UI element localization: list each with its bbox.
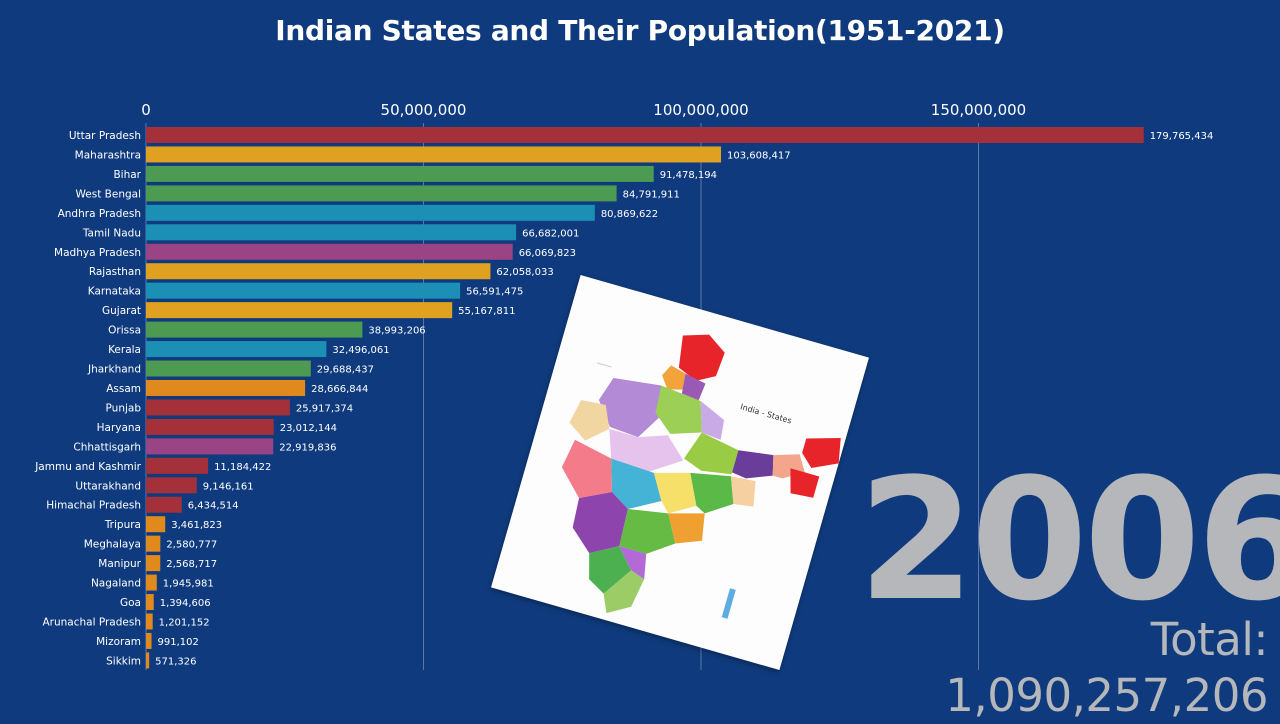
value-label: 1,945,981 xyxy=(163,579,214,590)
bar xyxy=(146,360,311,377)
bar xyxy=(146,263,491,280)
value-label: 66,069,823 xyxy=(519,248,576,259)
x-tick-label: 150,000,000 xyxy=(931,101,1026,119)
value-label: 571,326 xyxy=(155,656,196,667)
category-label: West Bengal xyxy=(76,188,142,200)
bar xyxy=(146,321,363,338)
value-label: 80,869,622 xyxy=(601,209,658,220)
value-label: 23,012,144 xyxy=(280,423,337,434)
value-label: 29,688,437 xyxy=(317,365,374,376)
value-label: 9,146,161 xyxy=(203,481,254,492)
bar xyxy=(146,341,327,358)
category-label: Assam xyxy=(106,383,141,395)
category-label: Haryana xyxy=(97,422,141,434)
total-label: Total: 1,090,257,206 xyxy=(945,613,1268,722)
bar xyxy=(146,594,154,611)
bar xyxy=(146,185,617,202)
value-labels: 179,765,434 103,608,417 91,478,194 84,791,9… xyxy=(155,131,1213,667)
category-label: Uttarakhand xyxy=(75,480,141,492)
category-label: Tripura xyxy=(104,519,141,531)
category-label: Meghalaya xyxy=(84,539,141,551)
bar xyxy=(146,555,161,572)
bar xyxy=(146,613,153,630)
category-label: Maharashtra xyxy=(75,149,141,161)
value-label: 991,102 xyxy=(158,637,199,648)
category-label: Uttar Pradesh xyxy=(69,130,141,142)
bar xyxy=(146,418,274,435)
value-label: 32,496,061 xyxy=(332,345,389,356)
bar xyxy=(146,302,453,319)
value-label: 2,580,777 xyxy=(166,540,217,551)
category-label: Tamil Nadu xyxy=(82,227,141,239)
category-label: Kerala xyxy=(108,344,141,356)
x-tick-label: 100,000,000 xyxy=(653,101,748,119)
category-label: Mizoram xyxy=(96,636,141,648)
category-label: Jharkhand xyxy=(87,364,141,376)
category-label: Andhra Pradesh xyxy=(58,208,141,220)
value-label: 11,184,422 xyxy=(214,462,271,473)
bar xyxy=(146,457,209,474)
bar xyxy=(146,477,197,494)
value-label: 25,917,374 xyxy=(296,403,353,414)
category-label: Gujarat xyxy=(102,305,141,317)
bar xyxy=(146,652,150,669)
category-label: Himachal Pradesh xyxy=(46,500,141,512)
x-axis-ticks: 0 50,000,000 100,000,000 150,000,000 xyxy=(141,101,1026,119)
category-label: Manipur xyxy=(98,558,141,570)
value-label: 55,167,811 xyxy=(458,306,515,317)
category-label: Punjab xyxy=(106,402,142,414)
value-label: 179,765,434 xyxy=(1150,131,1214,142)
category-label: Arunachal Pradesh xyxy=(42,617,141,629)
bar xyxy=(146,399,290,416)
category-label: Orissa xyxy=(108,325,141,337)
india-map-image: India - States xyxy=(491,274,869,671)
value-label: 2,568,717 xyxy=(166,559,217,570)
x-tick-label: 50,000,000 xyxy=(381,101,467,119)
x-tick-label: 0 xyxy=(141,101,151,119)
bars xyxy=(146,127,1144,669)
bar xyxy=(146,204,595,221)
bar xyxy=(146,632,152,649)
value-label: 3,461,823 xyxy=(171,520,222,531)
category-label: Karnataka xyxy=(88,286,141,298)
bar xyxy=(146,535,161,552)
bar xyxy=(146,224,517,241)
value-label: 62,058,033 xyxy=(496,267,553,278)
bar xyxy=(146,516,166,533)
category-label: Nagaland xyxy=(91,578,141,590)
category-label: Bihar xyxy=(113,169,141,181)
india-map-graphic xyxy=(561,334,841,619)
value-label: 28,666,844 xyxy=(311,384,368,395)
bar xyxy=(146,574,157,591)
value-label: 91,478,194 xyxy=(660,170,717,181)
value-label: 38,993,206 xyxy=(368,326,425,337)
bar xyxy=(146,127,1144,143)
category-labels: Uttar Pradesh Maharashtra Bihar West Bengal… xyxy=(34,130,141,667)
value-label: 1,201,152 xyxy=(159,618,210,629)
bar xyxy=(146,282,461,299)
category-label: Goa xyxy=(120,597,141,609)
category-label: Madhya Pradesh xyxy=(54,247,141,259)
bar xyxy=(146,379,306,396)
bar xyxy=(146,146,722,163)
category-label: Jammu and Kashmir xyxy=(34,461,141,473)
category-label: Rajasthan xyxy=(89,266,141,278)
category-label: Sikkim xyxy=(106,655,141,667)
value-label: 22,919,836 xyxy=(279,442,336,453)
bar xyxy=(146,496,182,513)
bar xyxy=(146,243,513,260)
value-label: 84,791,911 xyxy=(623,189,680,200)
chart-title: Indian States and Their Population(1951-… xyxy=(275,14,1005,47)
value-label: 6,434,514 xyxy=(188,501,239,512)
bar xyxy=(146,165,654,182)
value-label: 56,591,475 xyxy=(466,287,523,298)
value-label: 1,394,606 xyxy=(160,598,211,609)
value-label: 103,608,417 xyxy=(727,150,791,161)
year-label: 2006 xyxy=(858,442,1280,638)
category-label: Chhattisgarh xyxy=(73,441,141,453)
value-label: 66,682,001 xyxy=(522,228,579,239)
bar xyxy=(146,438,274,455)
